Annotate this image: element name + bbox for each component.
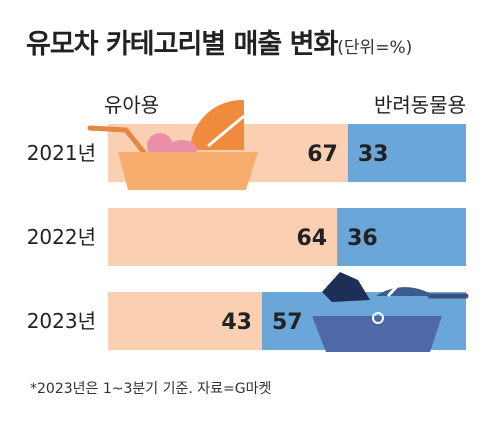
category-label: 2023년 (27, 309, 96, 333)
chart-title-text: 유모차 카테고리별 매출 변화 (26, 29, 338, 60)
legend-pet: 반려동물용 (374, 93, 466, 117)
data-label-baby: 67 (307, 142, 338, 167)
bar-pet-0 (347, 124, 466, 182)
data-label-baby: 64 (296, 226, 327, 251)
data-label-pet: 36 (347, 226, 378, 251)
legend-baby: 유아용 (104, 93, 159, 117)
data-label-pet: 57 (272, 310, 303, 335)
chart-title: 유모차 카테고리별 매출 변화(단위=%) (26, 22, 412, 61)
footnote: *2023년은 1~3분기 기준. 자료=G마켓 (30, 381, 272, 397)
baby-stroller-icon (87, 99, 258, 190)
category-label: 2021년 (27, 141, 96, 165)
data-label-baby: 43 (221, 310, 252, 335)
bar-baby-2 (108, 292, 262, 350)
data-label-pet: 33 (358, 142, 389, 167)
bar-pet-1 (337, 208, 466, 266)
chart-unit: (단위=%) (337, 38, 413, 58)
pet-stroller-icon (312, 266, 469, 352)
bar-baby-1 (108, 208, 338, 266)
category-label: 2022년 (27, 225, 96, 249)
